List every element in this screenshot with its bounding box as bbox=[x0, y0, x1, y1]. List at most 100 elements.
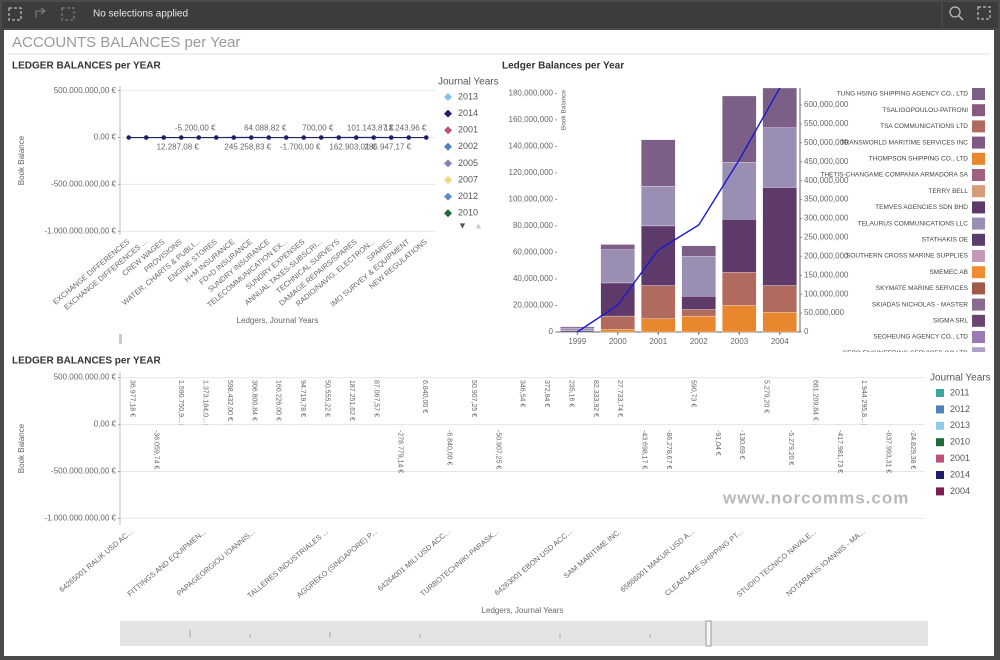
chart-title: LEDGER BALANCES per YEAR bbox=[12, 61, 162, 72]
point bbox=[161, 135, 167, 140]
y-tick-label: 0 bbox=[804, 327, 809, 336]
search-button[interactable] bbox=[949, 6, 961, 18]
legend-swatch bbox=[444, 126, 452, 135]
y-tick-label: 160,000,000 bbox=[509, 115, 554, 124]
y-tick-label: 140,000,000 bbox=[509, 141, 554, 150]
point bbox=[371, 135, 377, 140]
point bbox=[353, 135, 359, 140]
legend-label: 2012 bbox=[458, 191, 478, 201]
legend-label: 2005 bbox=[458, 158, 478, 168]
legend-swatch bbox=[972, 266, 985, 279]
data-label: 36.977,18 € bbox=[128, 380, 135, 417]
data-label: -1.700,00 € bbox=[280, 143, 321, 152]
data-label: 50.907,25 € bbox=[470, 380, 477, 417]
y-tick-label: 150,000,000 bbox=[804, 270, 849, 279]
y-tick-label: 80,000,000 bbox=[513, 221, 554, 230]
legend-label: 2001 bbox=[458, 125, 478, 135]
legend-label: 2012 bbox=[950, 404, 970, 414]
data-label: 12.287,08 € bbox=[157, 143, 200, 152]
point bbox=[388, 135, 394, 140]
y-tick-label: 0 bbox=[549, 327, 554, 336]
clear-selections[interactable] bbox=[61, 7, 75, 21]
bar-segment bbox=[762, 187, 797, 286]
legend-swatch bbox=[972, 347, 985, 352]
legend-swatch bbox=[972, 185, 985, 198]
sheet bbox=[4, 30, 994, 656]
legend-label: 2010 bbox=[950, 437, 970, 447]
legend-swatch bbox=[972, 120, 985, 133]
data-label: 681.209,84 € bbox=[811, 380, 818, 421]
legend-label: SKYMATE MARINE SERVICES bbox=[876, 285, 969, 292]
y-tick-label: 400,000,000 bbox=[804, 176, 849, 185]
data-label: 700,00 € bbox=[302, 124, 334, 133]
data-label: 87.067,57 € bbox=[372, 380, 379, 417]
data-label: 6.840,00 € bbox=[421, 380, 428, 413]
data-label: -36.059,74 € bbox=[153, 430, 160, 469]
data-label: -50.907,25 € bbox=[494, 430, 501, 469]
legend-scroll-up[interactable]: ▲ bbox=[474, 220, 483, 230]
bar-segment bbox=[600, 244, 635, 250]
scrollbar-track[interactable] bbox=[120, 621, 928, 646]
data-label: 346,54 € bbox=[519, 380, 526, 407]
legend-label: SKIADAS NICHOLAS - MASTER bbox=[872, 301, 968, 308]
legend-title: Journal Years bbox=[930, 373, 991, 384]
data-label: 598.432,00 € bbox=[226, 380, 233, 421]
bar-segment bbox=[681, 315, 716, 333]
data-label: 5.279,20 € bbox=[763, 380, 770, 413]
data-label: -5.200,00 € bbox=[175, 124, 216, 133]
legend-swatch bbox=[972, 331, 985, 343]
y-tick-label: 250,000,000 bbox=[804, 233, 849, 242]
legend-swatch bbox=[972, 282, 985, 295]
point bbox=[143, 135, 149, 140]
point bbox=[248, 135, 254, 140]
bar-segment bbox=[681, 256, 716, 297]
data-label: 245.258,83 € bbox=[224, 143, 271, 152]
legend-swatch bbox=[972, 136, 985, 149]
toolbar bbox=[2, 2, 998, 28]
resize-handle[interactable] bbox=[119, 334, 122, 344]
step-forward[interactable] bbox=[35, 7, 47, 18]
legend-label: SMEMEC AB bbox=[929, 269, 968, 276]
legend-label: TELAURUS COMMUNICATIONS LLC bbox=[858, 220, 969, 227]
y-tick-label: -1.000.000.000,00 € bbox=[44, 514, 116, 523]
scrollbar-thumb[interactable] bbox=[705, 620, 712, 647]
data-label: -278.779,14 € bbox=[397, 430, 404, 473]
search-handle bbox=[958, 15, 964, 21]
legend-title: Journal Years bbox=[438, 77, 499, 88]
line bbox=[576, 87, 781, 333]
legend-scroll-down[interactable]: ▼ bbox=[458, 220, 467, 230]
x-axis-title: Ledgers, Journal Years bbox=[237, 316, 319, 325]
selections-tool[interactable] bbox=[977, 6, 991, 20]
bar-segment bbox=[600, 329, 635, 333]
y-axis-title: Book Balance bbox=[17, 423, 26, 473]
data-label: -86.278,67 € bbox=[665, 430, 672, 469]
legend-swatch bbox=[936, 454, 944, 463]
y-tick-label: 20,000,000 bbox=[513, 301, 554, 310]
legend-swatch bbox=[444, 192, 452, 201]
watermark: www.norcomms.com bbox=[722, 488, 909, 507]
point bbox=[301, 135, 307, 140]
point bbox=[266, 135, 272, 140]
y-tick-label: 180,000,000 bbox=[509, 88, 554, 97]
legend-label: 2014 bbox=[458, 108, 478, 118]
data-label: -24.829,38 € bbox=[909, 430, 916, 469]
y-tick-label: 600,000,000 bbox=[804, 100, 849, 109]
selection-tool[interactable] bbox=[8, 7, 22, 21]
data-label: 286.947,17 € bbox=[364, 143, 411, 152]
bar-segment bbox=[762, 285, 797, 313]
legend-label: TUNG HSING SHIPPING AGENCY CO., LTD bbox=[837, 91, 969, 98]
y-tick-label: -1.000.000.000,00 € bbox=[44, 226, 116, 235]
data-label: 590,73 € bbox=[689, 380, 696, 407]
data-label: -417.981,73 € bbox=[836, 430, 843, 473]
bar-segment bbox=[600, 282, 635, 317]
legend-label: 2007 bbox=[458, 174, 478, 184]
x-tick-label: 2002 bbox=[690, 337, 708, 346]
legend-swatch bbox=[972, 217, 985, 230]
x-tick-label: 2004 bbox=[771, 337, 789, 346]
data-label: 1.590.750,9... bbox=[177, 380, 184, 423]
data-label: 101.143,87 € bbox=[347, 124, 394, 133]
legend-swatch bbox=[972, 201, 985, 214]
bar-segment bbox=[722, 95, 757, 163]
legend-label: 2011 bbox=[950, 387, 969, 397]
